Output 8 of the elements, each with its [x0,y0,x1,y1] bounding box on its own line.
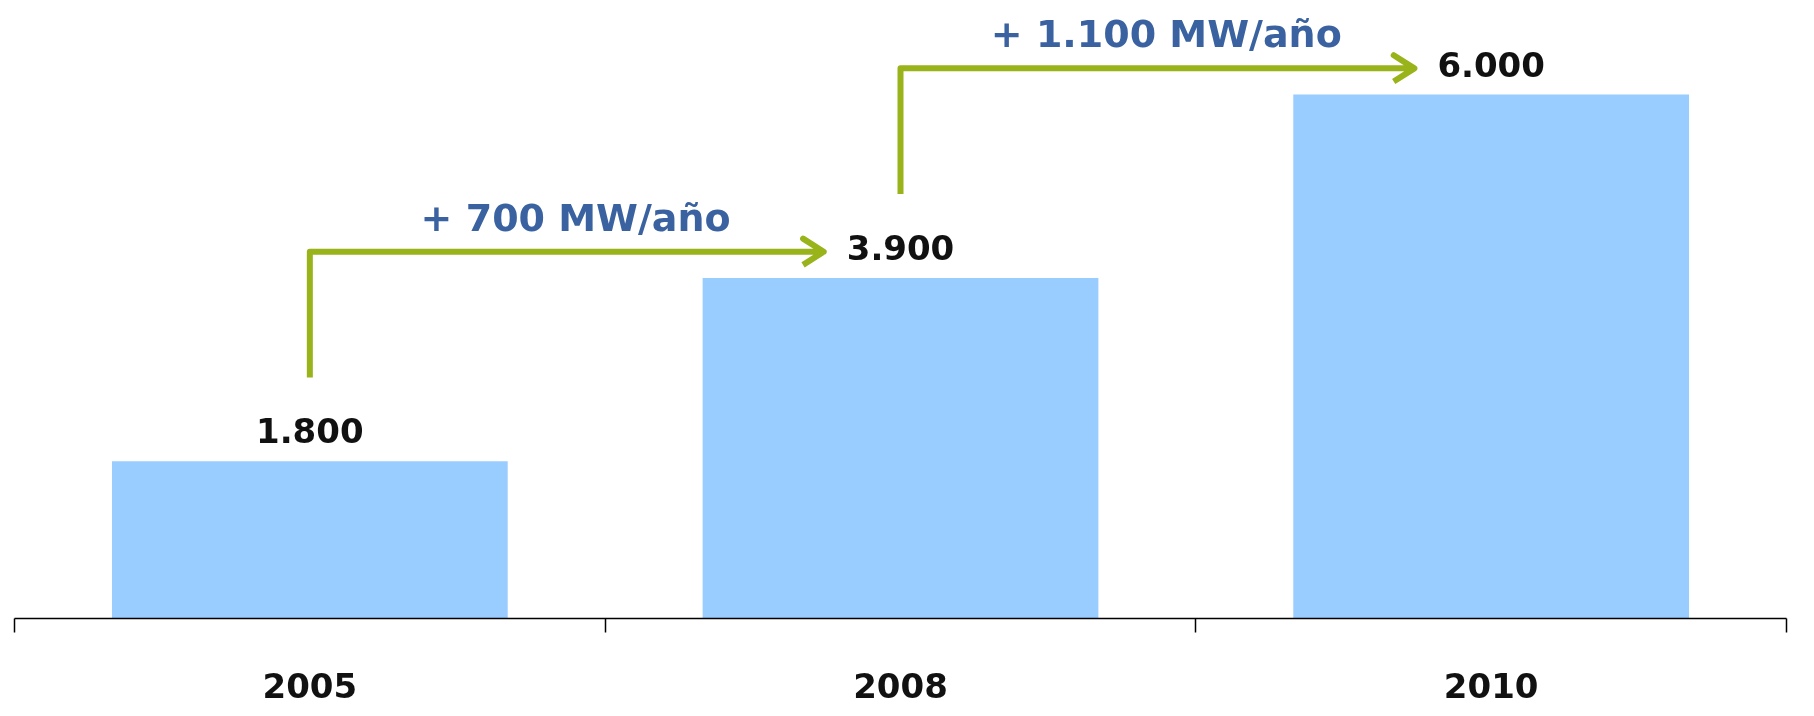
annotation: + 700 MW/año [420,195,731,240]
data-label: 6.000 [1437,44,1545,85]
x-tick-label: 2008 [853,665,948,706]
text: + 1.100 MW/año [990,12,1342,57]
x-tick-label: 2010 [1443,665,1539,706]
data-label: 3.900 [846,227,955,268]
data-label: 1.800 [256,411,364,452]
x-tick-label: 2005 [262,665,358,706]
